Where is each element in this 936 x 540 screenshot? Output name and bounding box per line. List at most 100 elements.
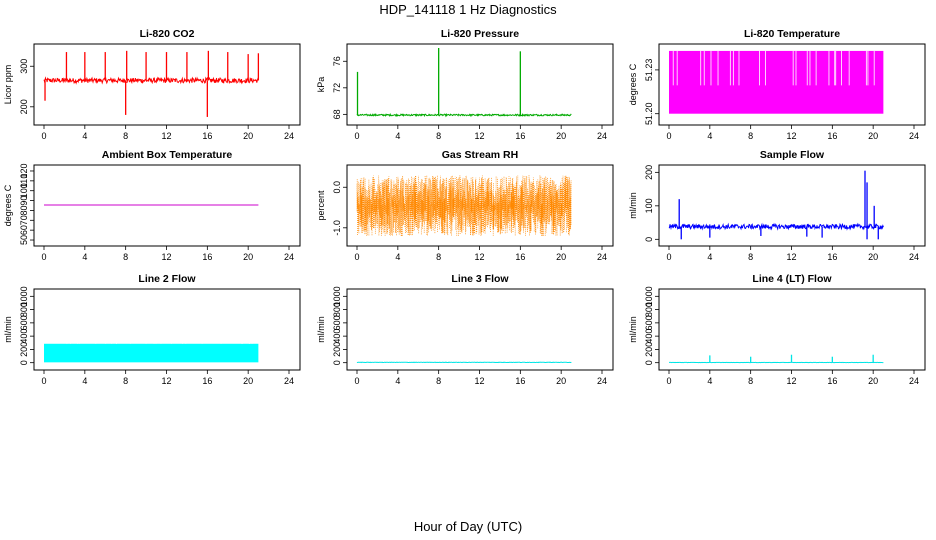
series-1 bbox=[356, 48, 572, 118]
y-tick-label: 200 bbox=[644, 342, 654, 357]
series-6 bbox=[44, 334, 259, 363]
y-tick-label: 600 bbox=[19, 315, 29, 330]
x-tick-label: 24 bbox=[597, 131, 607, 141]
y-tick-label: 200 bbox=[19, 99, 29, 114]
x-tick-label: 24 bbox=[597, 376, 607, 386]
x-tick-label: 16 bbox=[515, 252, 525, 262]
x-tick-label: 8 bbox=[748, 376, 753, 386]
x-tick-label: 12 bbox=[161, 252, 171, 262]
x-tick-label: 16 bbox=[515, 131, 525, 141]
y-tick-label: 400 bbox=[332, 329, 342, 344]
x-tick-label: 4 bbox=[707, 131, 712, 141]
x-tick-label: 0 bbox=[354, 252, 359, 262]
x-tick-label: 8 bbox=[123, 252, 128, 262]
x-tick-label: 12 bbox=[786, 376, 796, 386]
x-tick-label: 12 bbox=[161, 376, 171, 386]
x-tick-label: 4 bbox=[82, 131, 87, 141]
series-8 bbox=[669, 354, 884, 364]
x-tick-label: 16 bbox=[827, 131, 837, 141]
y-tick-label: 200 bbox=[332, 342, 342, 357]
x-tick-label: 16 bbox=[827, 376, 837, 386]
x-tick-label: 0 bbox=[41, 376, 46, 386]
x-tick-label: 4 bbox=[82, 252, 87, 262]
data-line bbox=[356, 112, 572, 118]
x-tick-label: 4 bbox=[395, 376, 400, 386]
panel-2: Li-820 Temperature 0 4 8 12 16 20 24 51.20 51.23 d… bbox=[628, 28, 926, 141]
x-tick-label: 24 bbox=[284, 252, 294, 262]
y-tick-label: 200 bbox=[644, 165, 654, 180]
x-tick-label: 0 bbox=[41, 131, 46, 141]
x-tick-label: 12 bbox=[474, 252, 484, 262]
x-tick-label: 20 bbox=[868, 131, 878, 141]
y-tick-label: 300 bbox=[19, 59, 29, 74]
y-tick-label: 80 bbox=[19, 205, 29, 215]
y-tick-label: 100 bbox=[644, 198, 654, 213]
y-tick-label: 1000 bbox=[19, 286, 29, 306]
x-tick-label: 0 bbox=[354, 131, 359, 141]
page-title: HDP_141118 1 Hz Diagnostics bbox=[379, 2, 557, 17]
plot-frame bbox=[658, 164, 926, 247]
y-tick-label: 51.20 bbox=[644, 102, 654, 125]
x-tick-label: 8 bbox=[748, 252, 753, 262]
y-tick-label: 800 bbox=[332, 302, 342, 317]
panel-1: Li-820 Pressure 0 4 8 12 16 20 24 68 72 76 kPa bbox=[316, 28, 614, 141]
panel-4: Gas Stream RH 0 4 8 12 16 20 24 -1.0 0.0 percent bbox=[316, 149, 614, 262]
plot-frame bbox=[346, 43, 614, 126]
x-tick-label: 20 bbox=[556, 252, 566, 262]
y-tick-label: 800 bbox=[19, 302, 29, 317]
x-tick-label: 4 bbox=[395, 252, 400, 262]
panel-8: Line 4 (LT) Flow 0 4 8 12 16 20 24 0 200400600800… bbox=[628, 273, 926, 386]
y-tick-label: 60 bbox=[19, 225, 29, 235]
x-tick-label: 12 bbox=[161, 131, 171, 141]
data-points bbox=[356, 175, 572, 236]
y-tick-label: 400 bbox=[19, 329, 29, 344]
panel-3: Ambient Box Temperature 0 4 8 12 16 20 24 506070… bbox=[3, 149, 301, 262]
panel-title: Line 4 (LT) Flow bbox=[752, 273, 832, 285]
y-axis-label: kPa bbox=[316, 77, 326, 93]
x-tick-label: 20 bbox=[556, 131, 566, 141]
x-tick-label: 12 bbox=[786, 252, 796, 262]
x-tick-label: 0 bbox=[666, 131, 671, 141]
panel-title: Line 3 Flow bbox=[451, 273, 509, 285]
x-tick-label: 12 bbox=[474, 131, 484, 141]
y-tick-label: 600 bbox=[332, 315, 342, 330]
x-tick-label: 24 bbox=[284, 131, 294, 141]
x-tick-label: 24 bbox=[597, 252, 607, 262]
y-tick-label: 51.23 bbox=[644, 59, 654, 82]
y-axis-label: degrees C bbox=[3, 184, 13, 226]
x-tick-label: 20 bbox=[868, 376, 878, 386]
x-tick-label: 16 bbox=[202, 131, 212, 141]
series-0 bbox=[43, 50, 260, 117]
y-axis-label: degrees C bbox=[628, 63, 638, 105]
series-5 bbox=[668, 170, 884, 240]
x-tick-label: 16 bbox=[202, 252, 212, 262]
y-tick-label: 68 bbox=[332, 109, 342, 119]
y-tick-label: 0.0 bbox=[332, 181, 342, 194]
x-tick-label: 24 bbox=[909, 131, 919, 141]
y-axis-label: ml/min bbox=[628, 316, 638, 343]
plot-frame bbox=[346, 288, 614, 371]
y-tick-label: 0 bbox=[644, 237, 654, 242]
y-tick-label: 0 bbox=[644, 360, 654, 365]
y-tick-label: 100 bbox=[19, 183, 29, 198]
x-tick-label: 20 bbox=[556, 376, 566, 386]
data-line bbox=[43, 76, 259, 85]
panel-title: Gas Stream RH bbox=[442, 149, 518, 161]
x-tick-label: 12 bbox=[786, 131, 796, 141]
series-2 bbox=[669, 50, 884, 114]
x-tick-label: 20 bbox=[243, 252, 253, 262]
x-tick-label: 20 bbox=[243, 376, 253, 386]
panel-0: Li-820 CO2 0 4 8 12 16 20 24 200 300 Licor ppm bbox=[3, 28, 301, 141]
x-tick-label: 0 bbox=[666, 376, 671, 386]
y-tick-label: 70 bbox=[19, 215, 29, 225]
plot-frame bbox=[658, 43, 926, 126]
plot-frame bbox=[33, 164, 301, 247]
x-tick-label: 16 bbox=[515, 376, 525, 386]
panel-5: Sample Flow 0 4 8 12 16 20 24 0 100 200 ml/min bbox=[628, 149, 926, 262]
panel-title: Li-820 Pressure bbox=[441, 28, 519, 40]
x-tick-label: 8 bbox=[123, 131, 128, 141]
x-tick-label: 4 bbox=[395, 131, 400, 141]
y-axis-label: percent bbox=[316, 190, 326, 221]
y-tick-label: 1000 bbox=[332, 286, 342, 306]
